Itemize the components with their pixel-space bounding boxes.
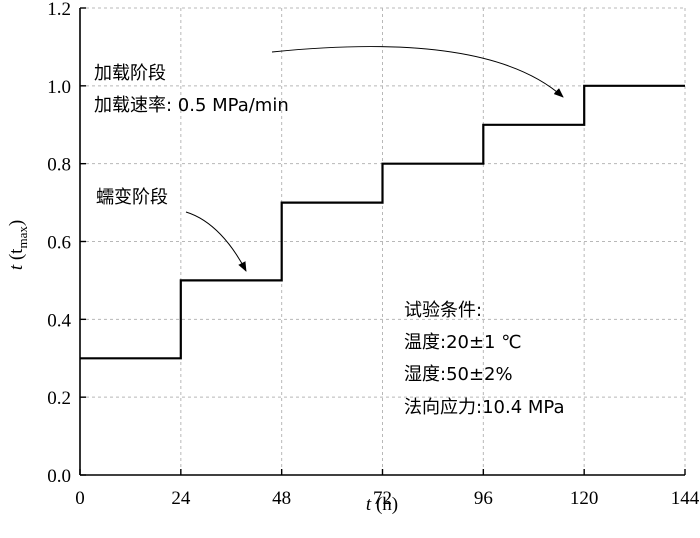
grid-lines [80, 7, 686, 475]
x-tick-label: 0 [75, 488, 85, 509]
conditions-temperature: 温度:20±1 ℃ [404, 332, 521, 353]
creep-stage-label: 蠕变阶段 [96, 187, 168, 208]
axis-ticks [79, 7, 686, 476]
loading-rate-label: 加载速率: 0.5 MPa/min [94, 95, 289, 116]
y-axis-title: t (tmax) [6, 220, 30, 270]
conditions-title: 试验条件: [404, 300, 482, 321]
x-tick-label: 72 [373, 488, 392, 509]
y-tick-label: 0.2 [47, 388, 71, 409]
x-tick-label: 120 [570, 488, 599, 509]
loading-arrow [271, 46, 564, 98]
conditions-humidity: 湿度:50±2% [404, 364, 513, 385]
y-tick-label: 0.8 [47, 155, 71, 176]
y-tick-label: 0.6 [47, 233, 71, 254]
step-series-line [80, 84, 685, 360]
loading-stage-label: 加载阶段 [94, 63, 166, 84]
conditions-normal-stress: 法向应力:10.4 MPa [404, 397, 564, 418]
x-axis-title: t (h) [366, 494, 398, 515]
x-tick-label: 24 [171, 488, 191, 509]
x-tick-label: 144 [671, 488, 700, 509]
x-tick-label: 48 [272, 488, 291, 509]
y-tick-label: 0.0 [47, 466, 71, 487]
y-tick-label: 0.4 [47, 310, 71, 331]
tick-labels: 0 24 48 72 96 120 144 0.0 0.2 0.4 0.6 0.8 1.0 1.2 [47, 0, 700, 509]
y-tick-label: 1.0 [47, 77, 71, 98]
y-tick-label: 1.2 [47, 0, 71, 20]
creep-arrow [185, 211, 247, 272]
x-tick-label: 96 [474, 488, 493, 509]
